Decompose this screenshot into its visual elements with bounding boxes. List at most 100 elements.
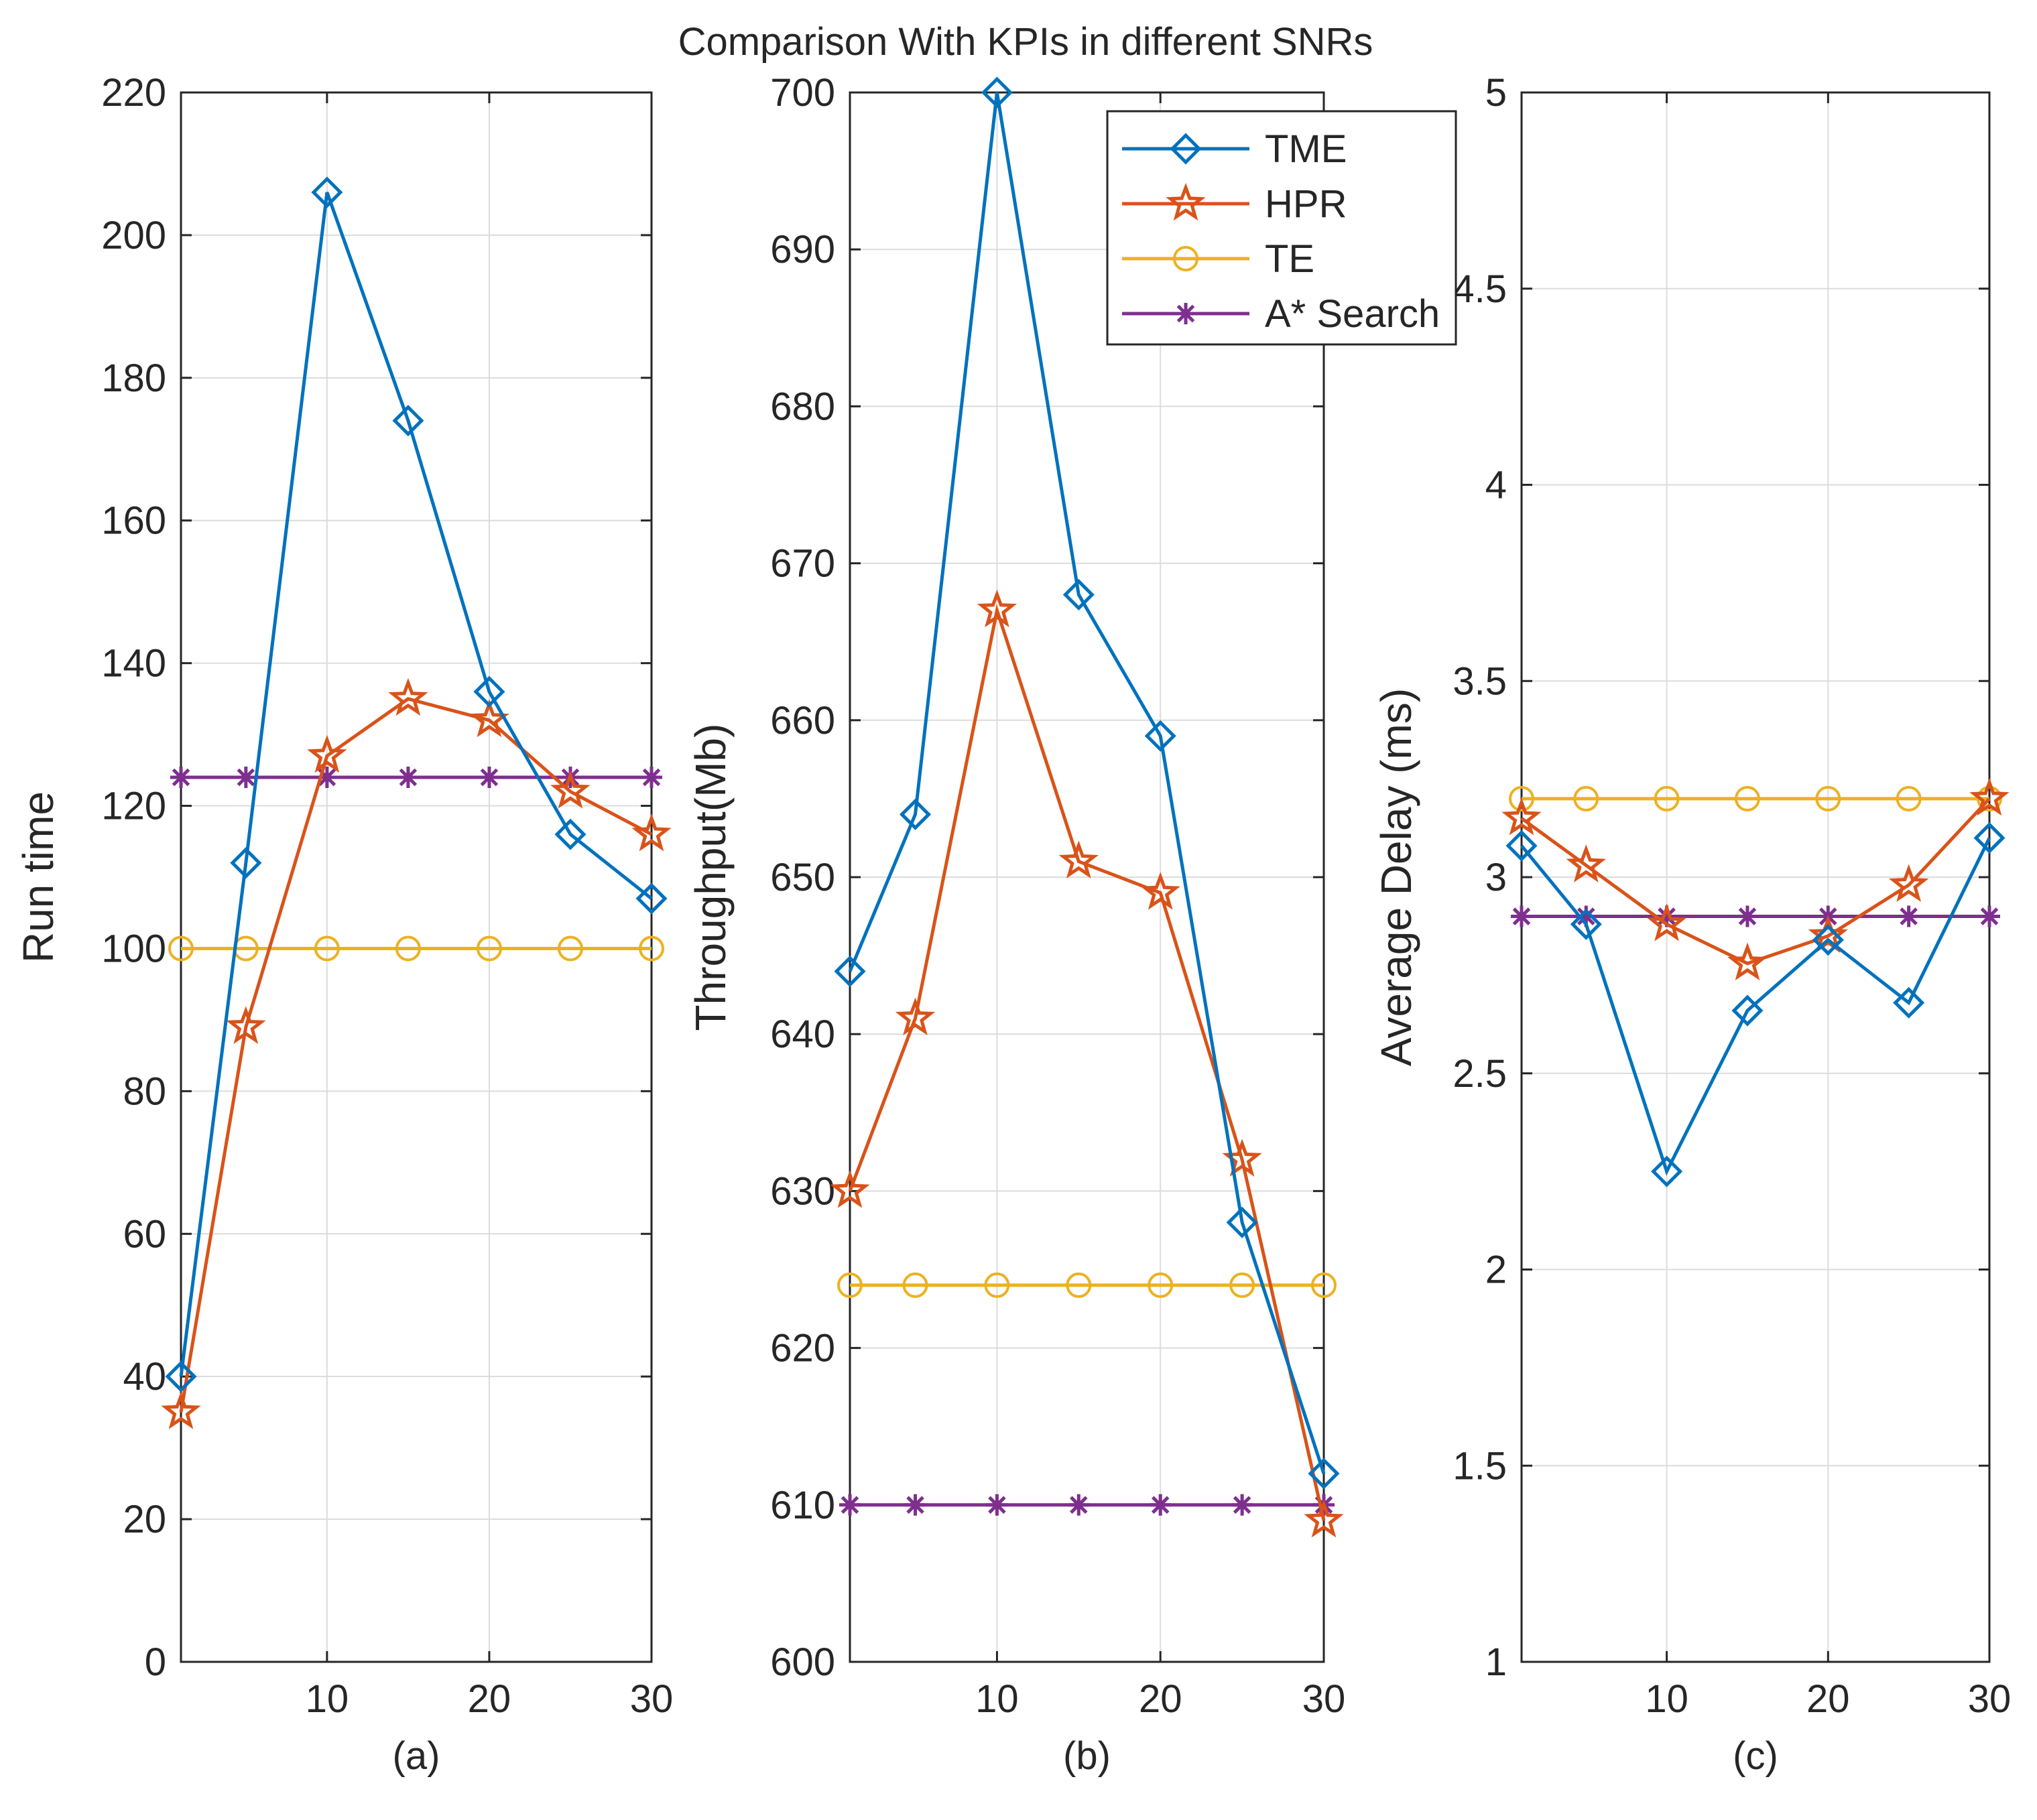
data-point: [1656, 905, 1678, 927]
series-te: [168, 935, 664, 962]
data-point: [557, 935, 583, 962]
data-point: [986, 1494, 1008, 1516]
series-tme: [834, 76, 1340, 1490]
series-tme: [165, 176, 668, 1392]
data-point: [1812, 924, 1844, 956]
y-tick-label: 3: [1485, 856, 1507, 899]
y-tick-label: 220: [101, 71, 166, 115]
data-point: [899, 798, 932, 830]
data-point: [1979, 905, 2000, 927]
y-tick-label: 620: [770, 1327, 835, 1370]
y-tick-label: 700: [770, 71, 835, 115]
data-point: [1231, 1494, 1253, 1516]
figure-title: Comparison With KPIs in different SNRs: [678, 20, 1373, 64]
y-tick-label: 3.5: [1453, 659, 1507, 703]
series-line: [848, 92, 1326, 1474]
data-point: [631, 813, 672, 852]
x-tick-label: 20: [1139, 1677, 1182, 1721]
panel-caption: (b): [1063, 1734, 1111, 1778]
x-tick-label: 20: [468, 1677, 511, 1721]
x-tick-label: 30: [1968, 1677, 2012, 1721]
data-point: [1969, 777, 2010, 816]
data-point: [904, 1494, 926, 1516]
y-tick-label: 160: [101, 499, 166, 543]
data-point: [1570, 908, 1602, 940]
legend-label: TME: [1265, 127, 1347, 171]
data-point: [1654, 785, 1680, 811]
data-point: [1308, 1457, 1340, 1490]
y-tick-label: 60: [123, 1212, 166, 1256]
data-point: [1229, 1272, 1255, 1298]
data-point: [1066, 1272, 1092, 1298]
y-tick-label: 180: [101, 356, 166, 400]
data-point: [635, 883, 668, 915]
data-point: [1896, 785, 1922, 811]
legend-entry: TE: [1122, 237, 1314, 281]
data-point: [226, 1006, 266, 1044]
y-tick-label: 630: [770, 1169, 835, 1213]
data-point: [984, 1272, 1010, 1298]
data-point: [1888, 864, 1929, 902]
series-line: [1520, 797, 1991, 966]
data-point: [311, 176, 343, 208]
data-point: [170, 766, 192, 788]
y-tick-label: 660: [770, 699, 835, 742]
data-point: [1893, 986, 1925, 1019]
data-point: [1304, 1500, 1344, 1538]
data-point: [830, 1170, 870, 1208]
series-a-search: [1511, 905, 2000, 927]
y-tick-label: 200: [101, 214, 166, 257]
series-hpr: [1501, 777, 2010, 981]
data-point: [1898, 905, 1920, 927]
y-tick-label: 610: [770, 1484, 835, 1527]
data-point: [1311, 1272, 1337, 1298]
y-tick-label: 4: [1485, 464, 1507, 507]
data-point: [1140, 872, 1180, 910]
y-tick-label: 100: [101, 927, 166, 970]
panel-c: 1 1.5 2 2.5 3 3.5 4 4.5 5 10 20 30 Average Delay (ms…: [1372, 71, 2011, 1778]
data-point: [476, 935, 502, 962]
legend-label: A* Search: [1265, 292, 1440, 336]
series-line: [179, 192, 653, 1377]
data-point: [165, 1360, 197, 1392]
series-hpr: [830, 589, 1344, 1538]
data-point: [230, 847, 262, 879]
y-tick-label: 40: [123, 1355, 166, 1399]
y-tick-label: 2.5: [1453, 1052, 1507, 1096]
data-point: [168, 935, 194, 962]
x-tick-label: 30: [1302, 1677, 1346, 1721]
data-point: [1815, 785, 1841, 811]
x-tick-label: 30: [630, 1677, 674, 1721]
series-te: [837, 1272, 1337, 1298]
data-point: [1505, 830, 1538, 862]
data-point: [1509, 785, 1534, 811]
data-point: [1651, 1155, 1683, 1187]
y-tick-label: 120: [101, 785, 166, 828]
data-point: [473, 675, 505, 708]
y-tick-label: 140: [101, 642, 166, 686]
data-point: [397, 766, 419, 788]
data-point: [1511, 905, 1532, 927]
y-axis-label: Average Delay (ms): [1372, 688, 1420, 1066]
y-axis-label: Run time: [14, 791, 62, 963]
data-point: [1808, 915, 1848, 954]
data-point: [1731, 994, 1764, 1027]
data-point: [314, 935, 340, 962]
data-point: [1575, 905, 1597, 927]
legend-entry: A* Search: [1122, 292, 1440, 336]
y-tick-label: 4.5: [1453, 267, 1507, 311]
data-point: [1646, 903, 1687, 941]
data-point: [395, 935, 421, 962]
series-tme: [1505, 822, 2005, 1187]
data-point: [1226, 1206, 1258, 1238]
data-point: [1734, 785, 1760, 811]
legend-marker: [1166, 182, 1206, 221]
data-point: [1062, 578, 1095, 610]
data-point: [1144, 720, 1176, 752]
legend-marker: [1170, 133, 1202, 165]
legend-marker: [1175, 303, 1196, 324]
panel-caption: (c): [1733, 1734, 1778, 1778]
